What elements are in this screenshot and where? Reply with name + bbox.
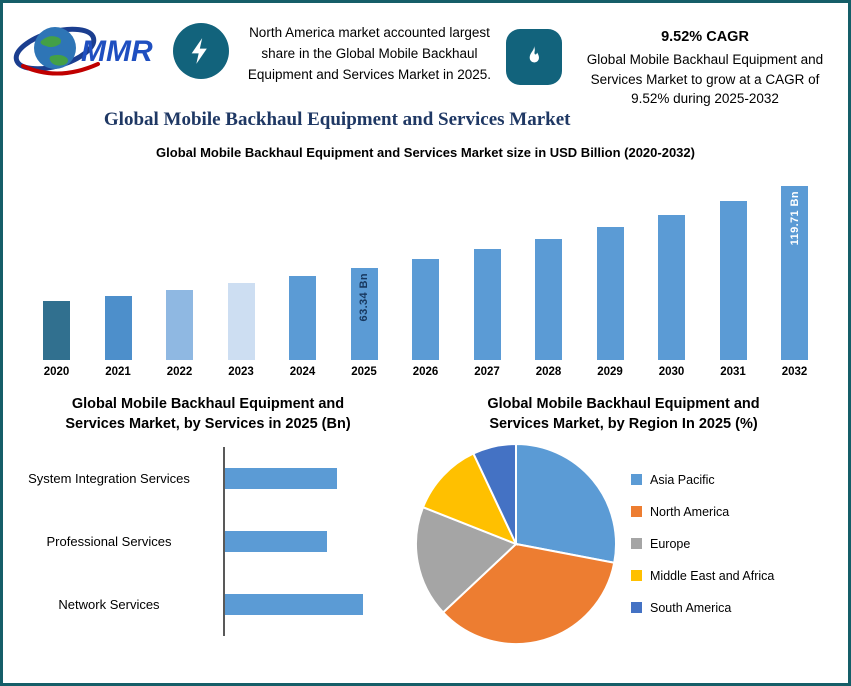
x-axis-tick: 2020	[43, 366, 70, 379]
legend-swatch	[631, 474, 642, 486]
x-axis-tick: 2025	[351, 366, 377, 379]
pie-slice-asia-pacific	[515, 442, 617, 564]
bar-column-2029: 2029	[596, 166, 624, 379]
x-axis-tick: 2031	[720, 366, 746, 379]
bar-2028	[535, 239, 562, 361]
bar-column-2021: 2021	[104, 166, 132, 379]
mmr-logo-graphic: MMR	[13, 26, 153, 76]
bar-2031	[719, 201, 747, 361]
pie-slice-north-america	[441, 542, 616, 645]
callout-right-text-block: 9.52% CAGR Global Mobile Backhaul Equipm…	[574, 29, 836, 109]
service-bar	[225, 593, 363, 615]
bar-column-2032: 119.71 Bn 2032	[781, 166, 808, 378]
bar-2027	[473, 249, 501, 361]
cagr-text: Global Mobile Backhaul Equipment and Ser…	[586, 52, 824, 107]
legend-label: Asia Pacific	[650, 472, 715, 487]
market-size-bar-plot: 2020 2021 2022 2023 2024 63.34 Bn 2025 2026 2027…	[3, 162, 848, 378]
region-chart: Global Mobile Backhaul Equipment and Ser…	[407, 394, 840, 651]
service-bar-zone	[223, 446, 407, 510]
legend-swatch	[631, 506, 642, 518]
x-axis-tick: 2023	[228, 366, 254, 379]
services-chart-title: Global Mobile Backhaul Equipment and Ser…	[65, 396, 351, 433]
bar-column-2025: 63.34 Bn 2025	[350, 166, 378, 379]
legend-item-europe: Europe	[631, 537, 774, 551]
services-bar-plot: System Integration Services Professional …	[9, 446, 407, 636]
bar-2025: 63.34 Bn	[350, 268, 378, 361]
service-row: Professional Services	[9, 509, 407, 573]
x-axis-tick: 2032	[781, 366, 808, 379]
legend-swatch	[631, 538, 642, 550]
bar-column-2024: 2024	[289, 166, 316, 378]
region-legend: Asia Pacific North America Europe Middle Ea…	[631, 473, 774, 615]
bar-column-2022: 2022	[166, 166, 193, 378]
bar-column-2028: 2028	[535, 166, 562, 378]
bar-column-2027: 2027	[473, 166, 501, 379]
service-bar-zone	[223, 572, 407, 636]
bottom-panels: Global Mobile Backhaul Equipment and Ser…	[3, 394, 848, 651]
pie-slice-south-america	[472, 442, 517, 545]
legend-label: South America	[650, 600, 732, 615]
bar-column-2020: 2020	[43, 166, 70, 378]
bar-2024	[289, 276, 316, 361]
legend-item-middle-east-and-africa: Middle East and Africa	[631, 569, 774, 583]
flame-icon	[506, 29, 562, 85]
x-axis-tick: 2021	[105, 366, 131, 379]
service-bar	[225, 530, 327, 552]
legend-label: Europe	[650, 536, 691, 551]
pie-slice-europe	[415, 505, 518, 614]
page-title: Global Mobile Backhaul Equipment and Ser…	[103, 108, 571, 130]
service-bar	[225, 467, 337, 489]
bar-2022	[166, 290, 193, 361]
service-row: System Integration Services	[9, 446, 407, 510]
bar-2023	[227, 283, 255, 361]
region-pie-area: Asia Pacific North America Europe Middle Ea…	[407, 437, 840, 651]
pie-slice-middle-east-and-africa	[421, 451, 518, 546]
legend-label: Middle East and Africa	[650, 568, 775, 583]
mmr-logo: MMR	[13, 11, 163, 87]
x-axis-tick: 2028	[535, 366, 562, 379]
bar-value-label: 63.34 Bn	[358, 273, 370, 322]
lightning-icon	[173, 23, 229, 79]
bar-2030	[658, 215, 685, 361]
market-size-chart-title: Global Mobile Backhaul Equipment and Ser…	[156, 144, 695, 160]
legend-swatch	[631, 570, 642, 582]
header-band: MMR North America market accounted large…	[3, 3, 848, 109]
x-axis-tick: 2027	[474, 366, 500, 379]
bar-2021	[104, 296, 132, 361]
legend-item-asia-pacific: Asia Pacific	[631, 473, 774, 487]
legend-swatch	[631, 602, 642, 614]
bar-column-2026: 2026	[412, 166, 439, 378]
x-axis-tick: 2022	[166, 366, 193, 379]
cagr-title: 9.52% CAGR	[661, 29, 749, 45]
callout-cagr: 9.52% CAGR Global Mobile Backhaul Equipm…	[506, 11, 836, 109]
bar-column-2031: 2031	[719, 166, 747, 379]
x-axis-tick: 2024	[289, 366, 316, 379]
region-pie	[415, 442, 617, 645]
services-chart: Global Mobile Backhaul Equipment and Ser…	[9, 394, 407, 651]
bar-column-2023: 2023	[227, 166, 255, 379]
bar-value-label: 119.71 Bn	[788, 191, 801, 246]
service-bar-zone	[223, 509, 407, 573]
x-axis-tick: 2029	[597, 366, 623, 379]
legend-item-south-america: South America	[631, 601, 774, 615]
bar-2026	[412, 259, 439, 361]
x-axis-tick: 2026	[412, 366, 439, 379]
service-label: Professional Services	[46, 533, 172, 549]
service-label: System Integration Services	[28, 470, 190, 486]
bar-2020	[43, 301, 70, 361]
callout-north-america: North America market accounted largest s…	[173, 11, 496, 86]
bar-2029	[596, 227, 624, 361]
bar-column-2030: 2030	[658, 166, 685, 378]
region-chart-title: Global Mobile Backhaul Equipment and Ser…	[487, 396, 760, 433]
logo-text: MMR	[81, 35, 153, 68]
legend-item-north-america: North America	[631, 505, 774, 519]
callout-left-text: North America market accounted largest s…	[247, 25, 492, 82]
x-axis-tick: 2030	[658, 366, 685, 379]
service-row: Network Services	[9, 572, 407, 636]
market-size-chart: Global Mobile Backhaul Equipment and Ser…	[3, 143, 848, 378]
legend-label: North America	[650, 504, 730, 519]
service-label: Network Services	[58, 596, 160, 612]
bar-2032: 119.71 Bn	[781, 186, 808, 361]
